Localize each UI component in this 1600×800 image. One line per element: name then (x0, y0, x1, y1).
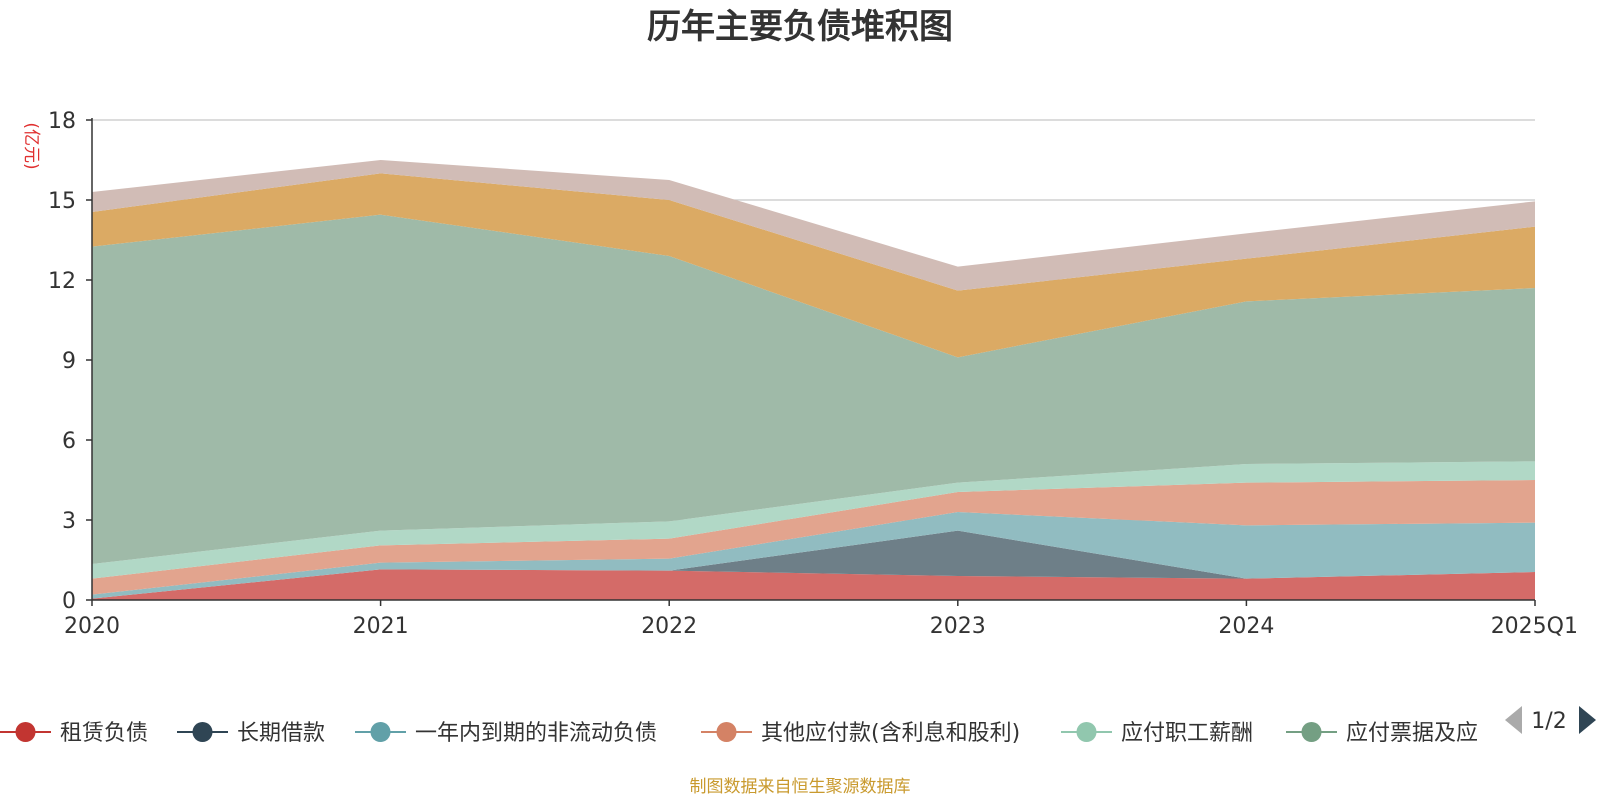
y-axis-unit-label: (亿元) (21, 122, 41, 169)
data-source-note: 制图数据来自恒生聚源数据库 (690, 777, 911, 797)
y-tick-label: 9 (62, 349, 76, 374)
x-tick-label: 2024 (1218, 614, 1274, 639)
legend-item[interactable]: 一年内到期的非流动负债 (355, 721, 657, 746)
area-series-4[interactable] (92, 480, 1535, 595)
legend-circle-marker (1076, 722, 1097, 742)
area-series-7[interactable] (92, 173, 1535, 358)
area-series-8[interactable] (92, 160, 1535, 291)
legend-item[interactable]: 长期借款 (177, 721, 325, 746)
y-tick-label: 3 (62, 509, 76, 534)
area-series-1[interactable] (92, 569, 1535, 600)
x-tick-label: 2022 (641, 614, 697, 639)
y-tick-label: 15 (48, 189, 76, 214)
legend-circle-marker (716, 722, 737, 742)
legend-label: 应付票据及应 (1346, 721, 1478, 746)
legend-circle-marker (15, 722, 36, 742)
legend-circle-marker (192, 722, 213, 742)
area-series-5[interactable] (92, 461, 1535, 579)
y-tick-label: 18 (48, 109, 76, 134)
legend-label: 一年内到期的非流动负债 (415, 721, 657, 746)
legend: 租赁负债 长期借款 一年内到期的非流动负债 其他应付款(含利息和股利) 应付职工薪酬 应付… (0, 721, 1478, 746)
area-series-3[interactable] (92, 512, 1535, 599)
area-series-2[interactable] (92, 530, 1535, 599)
legend-item[interactable]: 应付职工薪酬 (1061, 721, 1253, 746)
legend-circle-marker (1301, 722, 1322, 742)
x-tick-label: 2023 (930, 614, 986, 639)
legend-item[interactable]: 其他应付款(含利息和股利) (701, 721, 1020, 746)
area-series-6[interactable] (92, 214, 1535, 564)
x-tick-label: 2025Q1 (1491, 614, 1578, 639)
legend-item[interactable]: 应付票据及应 (1286, 721, 1478, 746)
x-tick-label: 2020 (64, 614, 120, 639)
x-tick-label: 2021 (353, 614, 409, 639)
axes: 0 3 6 9 12 15 18 2020 2021 2022 2023 2024 2025Q1 (48, 109, 1578, 639)
legend-circle-marker (370, 722, 391, 742)
y-tick-label: 0 (62, 589, 76, 614)
legend-label: 租赁负债 (60, 721, 148, 746)
y-tick-label: 12 (48, 269, 76, 294)
legend-label: 其他应付款(含利息和股利) (761, 721, 1020, 746)
chart-title: 历年主要负债堆积图 (647, 7, 953, 47)
legend-page-indicator: 1/2 (1531, 709, 1566, 734)
y-tick-label: 6 (62, 429, 76, 454)
triangle-left-icon[interactable] (1505, 706, 1522, 734)
legend-label: 应付职工薪酬 (1121, 721, 1253, 746)
legend-pager: 1/2 (1505, 706, 1596, 734)
triangle-right-icon[interactable] (1579, 706, 1596, 734)
legend-label: 长期借款 (237, 721, 325, 746)
area-series-group (92, 160, 1535, 600)
legend-item[interactable]: 租赁负债 (0, 721, 148, 746)
